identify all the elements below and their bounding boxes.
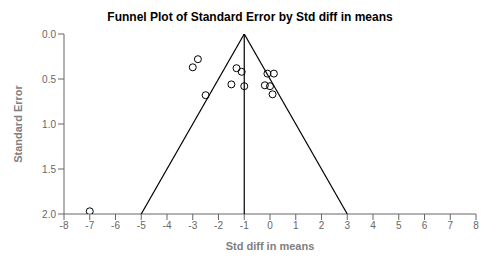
svg-text:4: 4 bbox=[370, 220, 376, 231]
svg-text:6: 6 bbox=[422, 220, 428, 231]
svg-text:-7: -7 bbox=[85, 220, 94, 231]
svg-text:-2: -2 bbox=[214, 220, 223, 231]
svg-text:0.5: 0.5 bbox=[42, 74, 56, 85]
svg-text:1.0: 1.0 bbox=[42, 119, 56, 130]
svg-text:-6: -6 bbox=[111, 220, 120, 231]
html-text:Funnel Plot of Standard Error: Funnel Plot of Standard Error by Std dif… bbox=[107, 10, 393, 24]
svg-text:1.5: 1.5 bbox=[42, 164, 56, 175]
svg-text:Std diff in means: Std diff in means bbox=[226, 240, 315, 252]
svg-text:1: 1 bbox=[293, 220, 299, 231]
svg-text:-8: -8 bbox=[60, 220, 69, 231]
svg-text:Standard Error: Standard Error bbox=[12, 84, 24, 162]
svg-text:2.0: 2.0 bbox=[42, 209, 56, 220]
svg-text:-5: -5 bbox=[137, 220, 146, 231]
svg-text:-1: -1 bbox=[240, 220, 249, 231]
svg-text:-3: -3 bbox=[188, 220, 197, 231]
svg-text:0.0: 0.0 bbox=[42, 29, 56, 40]
svg-text:5: 5 bbox=[396, 220, 402, 231]
svg-text:-4: -4 bbox=[163, 220, 172, 231]
svg-text:8: 8 bbox=[473, 220, 479, 231]
svg-text:2: 2 bbox=[319, 220, 325, 231]
svg-text:7: 7 bbox=[447, 220, 453, 231]
svg-text:3: 3 bbox=[344, 220, 350, 231]
svg-text:0: 0 bbox=[267, 220, 273, 231]
